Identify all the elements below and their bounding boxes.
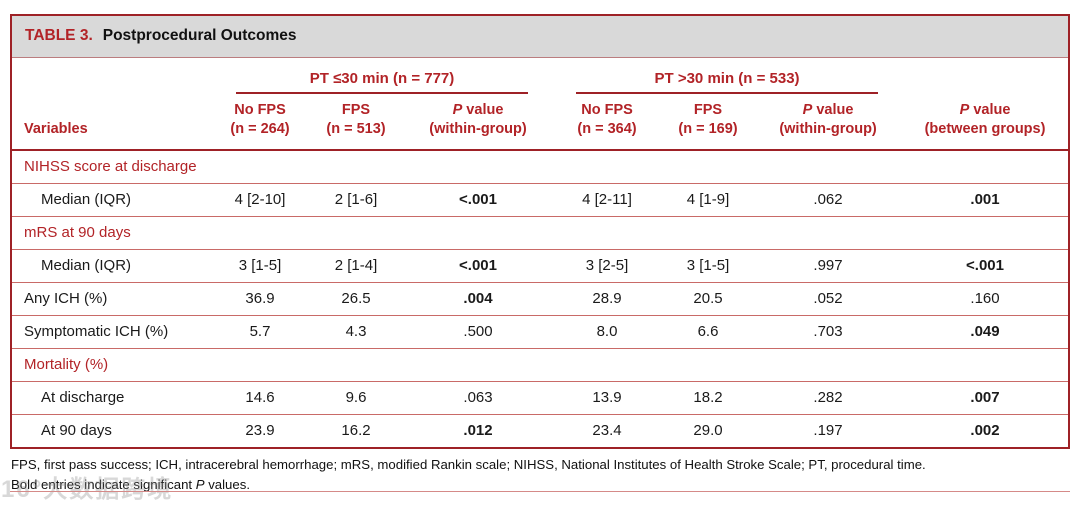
table-cell: 4 [2-10] (212, 183, 308, 217)
table-cell: .007 (902, 381, 1068, 415)
table-cell: .500 (404, 315, 553, 349)
table-cell: .052 (754, 282, 903, 316)
table-number-label: TABLE 3. (25, 27, 93, 44)
table-cell: .997 (754, 249, 903, 283)
table-title: Postprocedural Outcomes (102, 27, 297, 44)
outcomes-table: TABLE 3. Postprocedural Outcomes PT ≤30 m… (10, 14, 1070, 449)
table-cell: .004 (404, 282, 553, 316)
table-cell: .002 (970, 422, 1000, 440)
table-cell: 16.2 (341, 422, 371, 440)
table-cell: <.001 (404, 183, 553, 217)
table-cell: 2 [1-6] (308, 183, 404, 217)
data-table: PT ≤30 min (n = 777) PT >30 min (n = 533… (12, 58, 1068, 447)
table-cell: 23.9 (245, 422, 275, 440)
group-header-label: PT ≤30 min (n = 777) (236, 70, 529, 94)
bottom-divider (10, 491, 1070, 492)
table-cell: 3 [2-5] (552, 249, 663, 283)
group-header-pt30more: PT >30 min (n = 533) (552, 58, 902, 94)
table-cell: .063 (404, 381, 553, 415)
column-header-fps-1: FPS (n = 513) (308, 94, 404, 151)
table-row-mortality-90days: At 90 days 23.9 16.2 .012 23.4 29.0 .197… (12, 414, 1068, 447)
column-header-pvalue-within-2: P value (within-group) (754, 94, 903, 151)
section-row-mortality: Mortality (%) (12, 348, 1068, 382)
table-cell: 4 [1-9] (662, 183, 755, 217)
table-cell: 5.7 (212, 315, 308, 349)
table-row-nihss-median: Median (IQR) 4 [2-10] 2 [1-6] <.001 4 [2… (12, 183, 1068, 217)
table-cell: .160 (902, 282, 1068, 316)
row-label: Any ICH (%) (12, 282, 212, 316)
group-header-pt30less: PT ≤30 min (n = 777) (212, 58, 552, 94)
table-cell: 29.0 (693, 422, 723, 440)
table-cell: 8.0 (552, 315, 663, 349)
section-row-mrs: mRS at 90 days (12, 216, 1068, 250)
row-label: At 90 days (41, 422, 112, 440)
table-cell: 9.6 (308, 381, 404, 415)
table-row-any-ich: Any ICH (%) 36.9 26.5 .004 28.9 20.5 .05… (12, 282, 1068, 316)
table-cell: 20.5 (662, 282, 755, 316)
table-cell: .703 (754, 315, 903, 349)
table-cell: .197 (813, 422, 843, 440)
table-cell: 6.6 (662, 315, 755, 349)
table-footnotes: FPS, first pass success; ICH, intracereb… (11, 455, 1069, 495)
section-label: NIHSS score at discharge (12, 150, 1068, 184)
table-row-mortality-discharge: At discharge 14.6 9.6 .063 13.9 18.2 .28… (12, 381, 1068, 415)
row-label: Median (IQR) (12, 183, 212, 217)
row-label: At discharge (12, 381, 212, 415)
table-cell: 3 [1-5] (662, 249, 755, 283)
table-cell: .062 (754, 183, 903, 217)
footnote-bold-note: Bold entries indicate significant P valu… (11, 477, 250, 493)
table-cell: .001 (902, 183, 1068, 217)
section-label: Mortality (%) (12, 348, 1068, 382)
table-cell: 26.5 (308, 282, 404, 316)
table-cell: 4.3 (308, 315, 404, 349)
empty-header-cell (902, 58, 1068, 94)
table-cell: 36.9 (212, 282, 308, 316)
table-cell: <.001 (902, 249, 1068, 283)
table-cell: 2 [1-4] (308, 249, 404, 283)
table-cell: 14.6 (212, 381, 308, 415)
column-header-pvalue-between: P value (between groups) (902, 94, 1068, 151)
column-header-row: Variables No FPS (n = 264) FPS (n = 513) P… (12, 94, 1068, 151)
table-cell: 23.4 (592, 422, 622, 440)
table-cell: 13.9 (552, 381, 663, 415)
table-cell: 3 [1-5] (212, 249, 308, 283)
column-header-nofps-1: No FPS (n = 264) (212, 94, 308, 151)
table-row-symptomatic-ich: Symptomatic ICH (%) 5.7 4.3 .500 8.0 6.6… (12, 315, 1068, 349)
table-cell: <.001 (404, 249, 553, 283)
group-header-row: PT ≤30 min (n = 777) PT >30 min (n = 533… (12, 58, 1068, 94)
footnote-abbreviations: FPS, first pass success; ICH, intracereb… (11, 457, 926, 472)
table-title-bar: TABLE 3. Postprocedural Outcomes (12, 16, 1068, 58)
table-cell: 18.2 (662, 381, 755, 415)
column-header-nofps-2: No FPS (n = 364) (552, 94, 663, 151)
section-row-nihss: NIHSS score at discharge (12, 150, 1068, 184)
table-cell: 28.9 (552, 282, 663, 316)
column-header-pvalue-within-1: P value (within-group) (404, 94, 553, 151)
table-cell: .012 (463, 422, 493, 440)
table-cell: .282 (754, 381, 903, 415)
group-header-label: PT >30 min (n = 533) (576, 70, 879, 94)
section-label: mRS at 90 days (12, 216, 1068, 250)
table-cell: 4 [2-11] (552, 183, 663, 217)
row-label: Median (IQR) (12, 249, 212, 283)
row-label: Symptomatic ICH (%) (12, 315, 212, 349)
column-header-fps-2: FPS (n = 169) (662, 94, 755, 151)
variables-column-header: Variables (12, 94, 212, 151)
table-cell: .049 (902, 315, 1068, 349)
empty-header-cell (12, 58, 212, 94)
table-row-mrs-median: Median (IQR) 3 [1-5] 2 [1-4] <.001 3 [2-… (12, 249, 1068, 283)
